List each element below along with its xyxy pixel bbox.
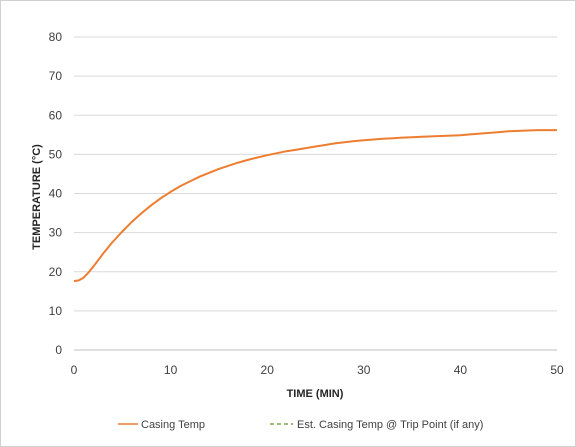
y-tick-label: 70 <box>49 69 63 83</box>
y-tick-label: 50 <box>49 147 63 161</box>
legend-label-casing-temp: Casing Temp <box>141 419 205 431</box>
x-tick-label: 50 <box>550 363 564 377</box>
tick-labels: 0 10 20 30 40 50 60 70 80 0 10 20 30 40 50 <box>49 30 564 377</box>
y-tick-label: 80 <box>49 30 63 44</box>
y-tick-label: 20 <box>49 265 63 279</box>
series-lines <box>73 129 557 283</box>
y-tick-label: 40 <box>49 187 63 201</box>
x-axis-title: TIME (MIN) <box>287 388 344 400</box>
series-line-0 <box>73 129 557 283</box>
x-tick-label: 0 <box>71 363 78 377</box>
legend-label-trip-point: Est. Casing Temp @ Trip Point (if any) <box>297 419 483 431</box>
x-tick-label: 30 <box>357 363 371 377</box>
y-tick-label: 0 <box>55 343 62 357</box>
x-tick-label: 20 <box>261 363 275 377</box>
legend: Casing Temp Est. Casing Temp @ Trip Poin… <box>118 419 483 431</box>
y-tick-label: 60 <box>49 108 63 122</box>
y-tick-label: 30 <box>49 226 63 240</box>
x-tick-label: 10 <box>164 363 178 377</box>
grid <box>74 36 557 351</box>
y-axis-title: TEMPERATURE (°C) <box>31 144 43 250</box>
x-tick-label: 40 <box>454 363 468 377</box>
y-tick-label: 10 <box>49 304 63 318</box>
